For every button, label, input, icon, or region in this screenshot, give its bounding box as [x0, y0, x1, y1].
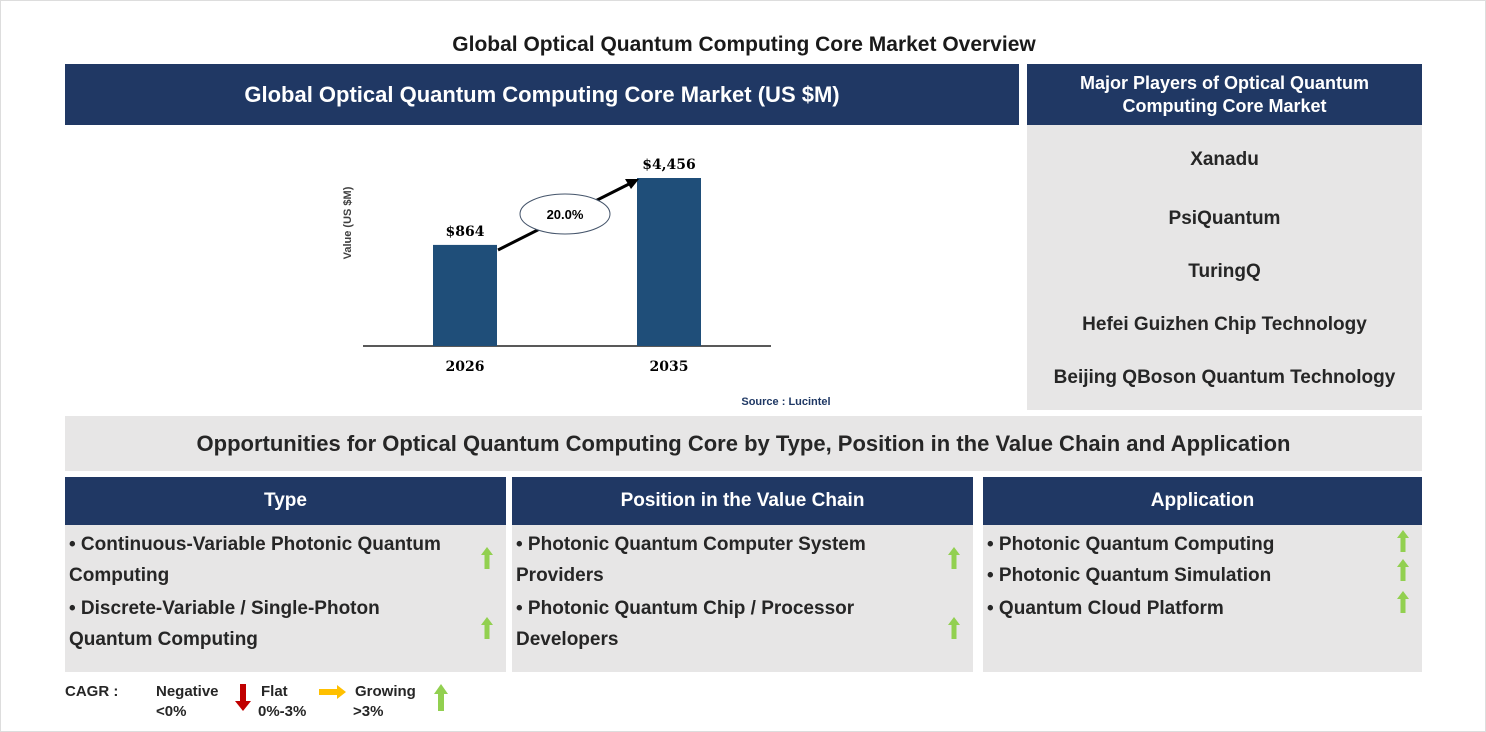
legend-label: CAGR : [65, 683, 119, 700]
growing-arrow-icon [481, 547, 493, 569]
legend-negative: Negative [156, 683, 219, 700]
bar-2035 [637, 178, 701, 346]
application-header: Application [983, 477, 1422, 525]
player-item: PsiQuantum [1168, 208, 1281, 229]
player-item: TuringQ [1188, 261, 1261, 282]
type-panel: • Continuous-Variable Photonic Quantum C… [65, 525, 506, 672]
bar-2026 [433, 244, 497, 346]
legend-flat-range: 0%-3% [258, 703, 307, 720]
growing-arrow-icon [1397, 530, 1409, 552]
cagr-ellipse [519, 193, 611, 235]
growing-arrow-icon [1397, 559, 1409, 581]
type-header: Type [65, 477, 506, 525]
market-header: Global Optical Quantum Computing Core Ma… [65, 64, 1019, 125]
player-item: Beijing QBoson Quantum Technology [1053, 367, 1396, 388]
flat-arrow-icon [319, 685, 346, 699]
legend-growing: Growing [355, 683, 416, 700]
negative-arrow-icon [235, 684, 251, 711]
growing-arrow-icon [1397, 591, 1409, 613]
application-item: • Photonic Quantum Simulation [987, 565, 1272, 586]
player-item: Hefei Guizhen Chip Technology [1082, 314, 1367, 335]
value-chain-panel: • Photonic Quantum Computer System Provi… [512, 525, 973, 672]
growth-arrow-head [625, 179, 639, 189]
page-title: Global Optical Quantum Computing Core Ma… [452, 33, 1036, 56]
growing-arrow-icon [948, 547, 960, 569]
legend-flat: Flat [261, 683, 288, 700]
growing-arrow-icon [948, 617, 960, 639]
market-chart: Value (US $M) $864 2026 $4,456 2035 20.0% S… [342, 157, 831, 408]
application-item: • Quantum Cloud Platform [987, 598, 1224, 619]
type-item: • Continuous-Variable Photonic Quantum C… [69, 534, 441, 586]
data-label: $864 [446, 224, 485, 240]
y-axis-label: Value (US $M) [342, 186, 354, 259]
value-chain-item: • Photonic Quantum Chip / Processor Deve… [516, 598, 855, 650]
players-header: Major Players of Optical Quantum Computi… [1027, 64, 1422, 125]
application-panel: • Photonic Quantum Computing • Photonic … [983, 525, 1422, 672]
x-tick-label: 2035 [650, 359, 689, 375]
growing-arrow-icon [434, 684, 448, 711]
application-item: • Photonic Quantum Computing [987, 534, 1275, 555]
player-item: Xanadu [1190, 149, 1259, 170]
growing-arrow-icon [481, 617, 493, 639]
value-chain-header: Position in the Value Chain [512, 477, 973, 525]
players-list: Xanadu PsiQuantum TuringQ Hefei Guizhen … [1027, 125, 1422, 410]
value-chain-item: • Photonic Quantum Computer System Provi… [516, 534, 866, 586]
data-label: $4,456 [642, 157, 696, 173]
cagr-label: 20.0% [547, 207, 584, 222]
source-label: Source : Lucintel [741, 396, 830, 408]
x-tick-label: 2026 [446, 359, 485, 375]
legend-growing-range: >3% [353, 703, 384, 720]
legend-negative-range: <0% [156, 703, 187, 720]
opportunities-header: Opportunities for Optical Quantum Comput… [65, 416, 1422, 471]
type-item: • Discrete-Variable / Single-Photon Quan… [69, 598, 380, 650]
